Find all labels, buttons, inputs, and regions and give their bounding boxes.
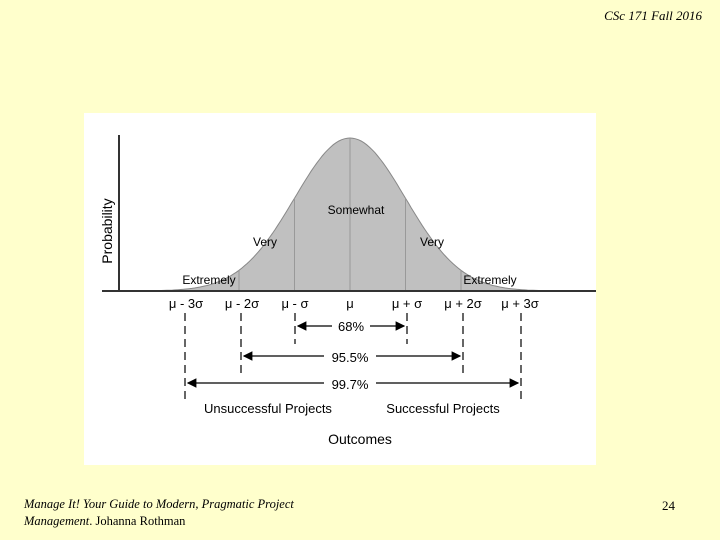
- tick-label-mu: μ: [346, 296, 354, 311]
- range-label-68: 68%: [338, 319, 364, 334]
- citation-separator: .: [89, 514, 93, 528]
- sigma-divider-lines: [238, 138, 462, 291]
- region-label-extremely-left: Extremely: [182, 273, 235, 287]
- y-axis-label: Probability: [99, 198, 115, 263]
- tick-label-minus-3-sigma: μ - 3σ: [169, 296, 203, 311]
- range-dashed-lines: [184, 313, 522, 399]
- region-label-very-left: Very: [253, 235, 277, 249]
- range-label-99-7: 99.7%: [332, 377, 369, 392]
- range-label-95-5: 95.5%: [332, 350, 369, 365]
- tick-label-plus-1-sigma: μ + σ: [392, 296, 422, 311]
- region-label-somewhat: Somewhat: [328, 203, 385, 217]
- x-axis-label: Outcomes: [328, 431, 392, 447]
- region-label-very-right: Very: [420, 235, 444, 249]
- tick-label-plus-2-sigma: μ + 2σ: [444, 296, 482, 311]
- tick-labels: μ - 3σ μ - 2σ μ - σ μ μ + σ μ + 2σ μ + 3…: [169, 296, 539, 311]
- normal-distribution-figure: Probability Somewhat Very Very Extremely…: [84, 113, 596, 465]
- citation-title: Manage It! Your Guide to Modern, Pragmat…: [24, 497, 294, 528]
- tick-label-plus-3-sigma: μ + 3σ: [501, 296, 539, 311]
- bell-curve-chart: Probability Somewhat Very Very Extremely…: [99, 135, 596, 447]
- citation-author: Johanna Rothman: [92, 514, 186, 528]
- page-number: 24: [662, 498, 675, 513]
- bell-curve-area: [122, 137, 589, 292]
- outcome-label-successful: Successful Projects: [386, 401, 500, 416]
- citation: Manage It! Your Guide to Modern, Pragmat…: [24, 496, 364, 530]
- tick-label-minus-1-sigma: μ - σ: [281, 296, 308, 311]
- tick-label-minus-2-sigma: μ - 2σ: [225, 296, 259, 311]
- outcome-label-unsuccessful: Unsuccessful Projects: [204, 401, 332, 416]
- slide-header: CSc 171 Fall 2016: [604, 8, 702, 23]
- region-label-extremely-right: Extremely: [463, 273, 516, 287]
